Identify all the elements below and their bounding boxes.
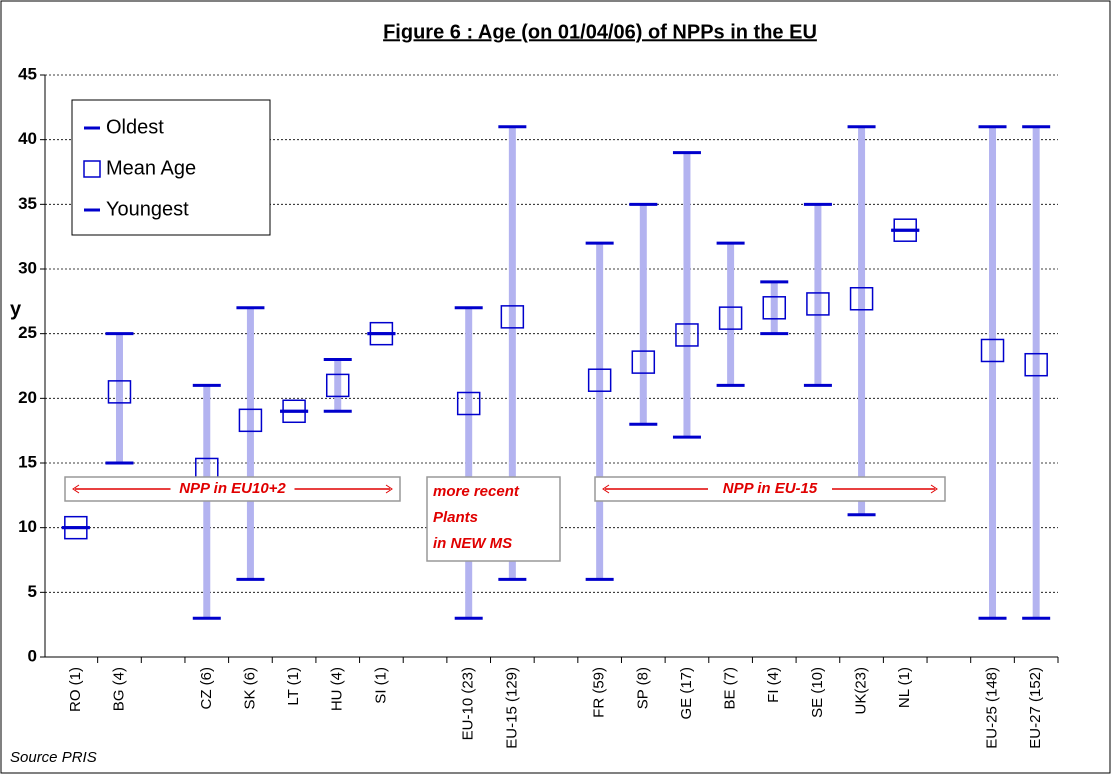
x-tick-label: LT (1): [285, 667, 302, 706]
mean-marker: [893, 218, 917, 242]
mean-marker: [587, 368, 612, 392]
x-tick-label: SK (6): [241, 667, 258, 710]
y-tick-label: 0: [28, 646, 37, 665]
source-note: Source PRIS: [10, 749, 97, 766]
mean-marker: [325, 373, 350, 398]
annotation-box: [426, 476, 561, 562]
mean-marker: [631, 350, 656, 374]
x-tick-label: GE (17): [678, 667, 695, 720]
y-tick-label: 20: [18, 388, 37, 407]
mean-marker: [456, 391, 481, 416]
x-tick-label: SI (1): [372, 667, 389, 704]
legend-label: Youngest: [106, 198, 189, 220]
arrow-head: [930, 484, 938, 494]
x-tick-label: BG (4): [110, 667, 127, 711]
mean-marker: [762, 296, 787, 320]
mean-marker: [64, 515, 88, 540]
y-tick-label: 10: [18, 517, 37, 536]
legend-box: [71, 99, 271, 236]
x-tick-label: EU-27 (152): [1027, 667, 1044, 749]
y-tick-label: 30: [18, 258, 37, 277]
mean-marker: [980, 338, 1005, 363]
chart-title: Figure 6 : Age (on 01/04/06) of NPPs in …: [383, 21, 817, 43]
x-tick-label: FR (59): [591, 667, 608, 718]
legend-label: Oldest: [106, 116, 164, 138]
mean-marker: [1024, 352, 1048, 377]
mean-marker: [675, 323, 699, 347]
y-tick-label: 45: [18, 64, 37, 83]
annotation-text: NPP in EU10+2: [179, 480, 286, 497]
x-tick-label: UK(23): [853, 667, 870, 715]
mean-marker: [806, 292, 830, 316]
y-tick-label: 25: [18, 323, 37, 342]
legend-label: Mean Age: [106, 157, 196, 179]
mean-marker: [849, 286, 874, 311]
x-tick-label: CZ (6): [198, 667, 215, 710]
mean-marker: [282, 399, 306, 424]
mean-marker: [107, 380, 132, 404]
x-tick-label: NL (1): [896, 667, 913, 708]
x-tick-label: EU-15 (129): [503, 667, 520, 749]
x-tick-label: FI (4): [765, 667, 782, 703]
x-tick-label: SP (8): [634, 667, 651, 709]
y-tick-label: 35: [18, 194, 37, 213]
arrow-head: [72, 484, 80, 494]
y-tick-label: 5: [28, 582, 37, 601]
mean-marker: [500, 305, 525, 329]
y-tick-label: 40: [18, 129, 37, 148]
arrow-head: [385, 484, 393, 494]
x-tick-label: BE (7): [722, 667, 739, 710]
x-tick-label: RO (1): [67, 667, 84, 712]
x-tick-label: EU-10 (23): [460, 667, 477, 740]
x-tick-label: EU-25 (148): [983, 667, 1000, 749]
legend-swatch: [83, 160, 101, 178]
y-axis-label: y: [10, 298, 22, 320]
arrow-head: [602, 484, 610, 494]
annotation-text: Plants: [433, 509, 478, 526]
mean-marker: [369, 321, 394, 346]
x-tick-label: SE (10): [809, 667, 826, 718]
annotation-text: more recent: [433, 483, 520, 500]
annotation-text: NPP in EU-15: [723, 480, 818, 497]
annotation-text: in NEW MS: [433, 535, 512, 552]
y-tick-label: 15: [18, 452, 37, 471]
mean-marker: [238, 408, 263, 433]
x-tick-label: HU (4): [329, 667, 346, 711]
mean-marker: [718, 306, 743, 330]
